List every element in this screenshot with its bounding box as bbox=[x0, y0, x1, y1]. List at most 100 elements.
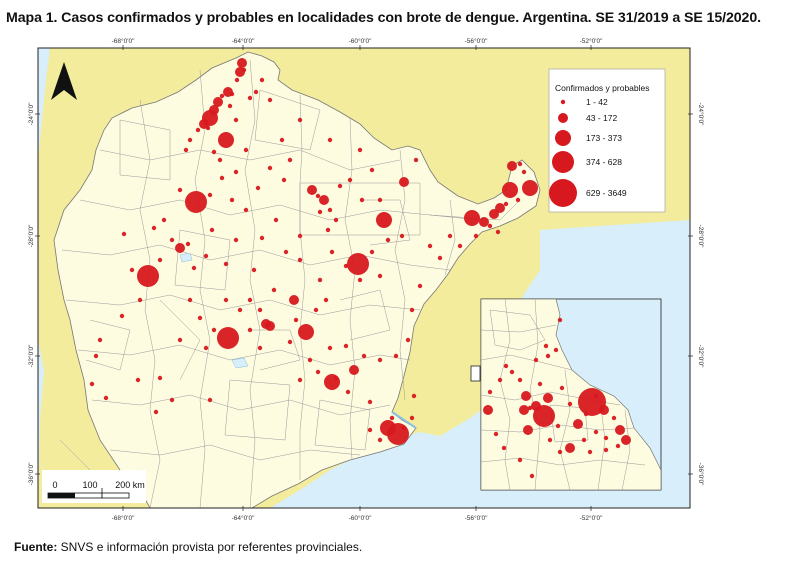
case-point bbox=[233, 169, 239, 175]
case-point bbox=[333, 217, 339, 223]
case-point bbox=[307, 357, 313, 363]
inset-case-point bbox=[603, 447, 609, 453]
case-point bbox=[207, 397, 213, 403]
inset-case-point bbox=[521, 391, 531, 401]
case-point bbox=[185, 241, 191, 247]
pacific bbox=[38, 48, 50, 160]
case-point bbox=[437, 255, 443, 261]
inset-case-point bbox=[533, 405, 555, 427]
case-points bbox=[89, 58, 538, 445]
case-point bbox=[327, 345, 333, 351]
case-point bbox=[219, 175, 225, 181]
inset-case-point bbox=[537, 381, 543, 387]
case-point bbox=[151, 225, 157, 231]
case-point bbox=[129, 267, 135, 273]
case-point bbox=[417, 283, 423, 289]
case-point bbox=[385, 237, 391, 243]
case-point bbox=[347, 253, 369, 275]
case-point bbox=[257, 345, 263, 351]
bottom-lon-label: -64°0'0" bbox=[232, 514, 255, 522]
case-point bbox=[185, 191, 207, 213]
case-point bbox=[251, 267, 257, 273]
case-point bbox=[169, 237, 175, 243]
legend-symbol bbox=[549, 179, 577, 207]
north-arrow-icon bbox=[51, 62, 77, 100]
case-point bbox=[211, 327, 217, 333]
source-text: SNVS e información provista por referent… bbox=[57, 540, 363, 554]
inset-case-point bbox=[553, 347, 559, 353]
inset-map bbox=[480, 298, 662, 491]
case-point bbox=[223, 261, 229, 267]
case-point bbox=[207, 192, 213, 198]
case-point bbox=[343, 263, 349, 269]
case-point bbox=[169, 397, 175, 403]
case-point bbox=[319, 195, 329, 205]
case-point bbox=[233, 237, 239, 243]
case-point bbox=[191, 265, 197, 271]
inset-case-point bbox=[611, 415, 617, 421]
case-point bbox=[293, 317, 299, 323]
legend-symbol bbox=[558, 113, 568, 123]
case-point bbox=[177, 187, 183, 193]
legend: Confirmados y probables 1 - 42 43 - 172 … bbox=[548, 68, 666, 213]
case-point bbox=[317, 277, 323, 283]
inset-case-point bbox=[557, 317, 563, 323]
case-point bbox=[411, 393, 417, 399]
case-point bbox=[389, 415, 395, 421]
department-borders bbox=[59, 59, 521, 508]
inset-case-point bbox=[517, 377, 523, 383]
lake bbox=[231, 357, 249, 369]
case-point bbox=[349, 365, 359, 375]
case-point bbox=[495, 229, 501, 235]
case-point bbox=[218, 132, 234, 148]
legend-label: 1 - 42 bbox=[586, 97, 608, 107]
case-point bbox=[287, 339, 293, 345]
case-point bbox=[357, 277, 363, 283]
case-point bbox=[447, 233, 453, 239]
case-point bbox=[298, 324, 314, 340]
case-point bbox=[203, 253, 209, 259]
case-point bbox=[521, 169, 527, 175]
inset-case-point bbox=[531, 401, 541, 411]
inset-case-point bbox=[493, 431, 499, 437]
case-point bbox=[119, 313, 125, 319]
case-point bbox=[329, 249, 335, 255]
case-point bbox=[297, 233, 303, 239]
inset-case-point bbox=[578, 388, 606, 416]
inset-case-point bbox=[593, 393, 599, 399]
inset-case-point bbox=[615, 443, 621, 449]
case-point bbox=[219, 93, 225, 99]
case-point bbox=[243, 207, 249, 213]
case-point bbox=[361, 353, 367, 359]
case-point bbox=[507, 161, 517, 171]
map-frame bbox=[37, 47, 691, 509]
case-point bbox=[237, 58, 247, 68]
case-point bbox=[259, 235, 265, 241]
case-point bbox=[177, 337, 183, 343]
case-point bbox=[203, 345, 209, 351]
case-point bbox=[157, 257, 163, 263]
lake bbox=[179, 252, 193, 263]
case-point bbox=[255, 185, 261, 191]
case-point bbox=[297, 117, 303, 123]
case-point bbox=[267, 97, 273, 103]
legend-symbol bbox=[552, 151, 574, 173]
inset-case-point bbox=[567, 401, 573, 407]
case-point bbox=[217, 157, 223, 163]
case-point bbox=[259, 77, 265, 83]
case-point bbox=[287, 157, 293, 163]
map-title: Mapa 1. Casos confirmados y probables en… bbox=[6, 10, 761, 26]
source-label: Fuente: bbox=[14, 540, 58, 554]
top-lon-label: -60°0'0" bbox=[349, 37, 372, 45]
top-lon-label: -52°0'0" bbox=[580, 37, 603, 45]
case-point bbox=[209, 227, 215, 233]
inset-case-point bbox=[501, 445, 507, 451]
case-point bbox=[317, 209, 323, 215]
inset-case-point bbox=[487, 389, 493, 395]
case-point bbox=[369, 167, 375, 173]
legend-symbol bbox=[560, 99, 566, 105]
left-lat-label: -24°0'0" bbox=[27, 102, 35, 125]
case-point bbox=[315, 193, 321, 199]
case-point bbox=[281, 177, 287, 183]
inset-locator bbox=[470, 365, 481, 382]
